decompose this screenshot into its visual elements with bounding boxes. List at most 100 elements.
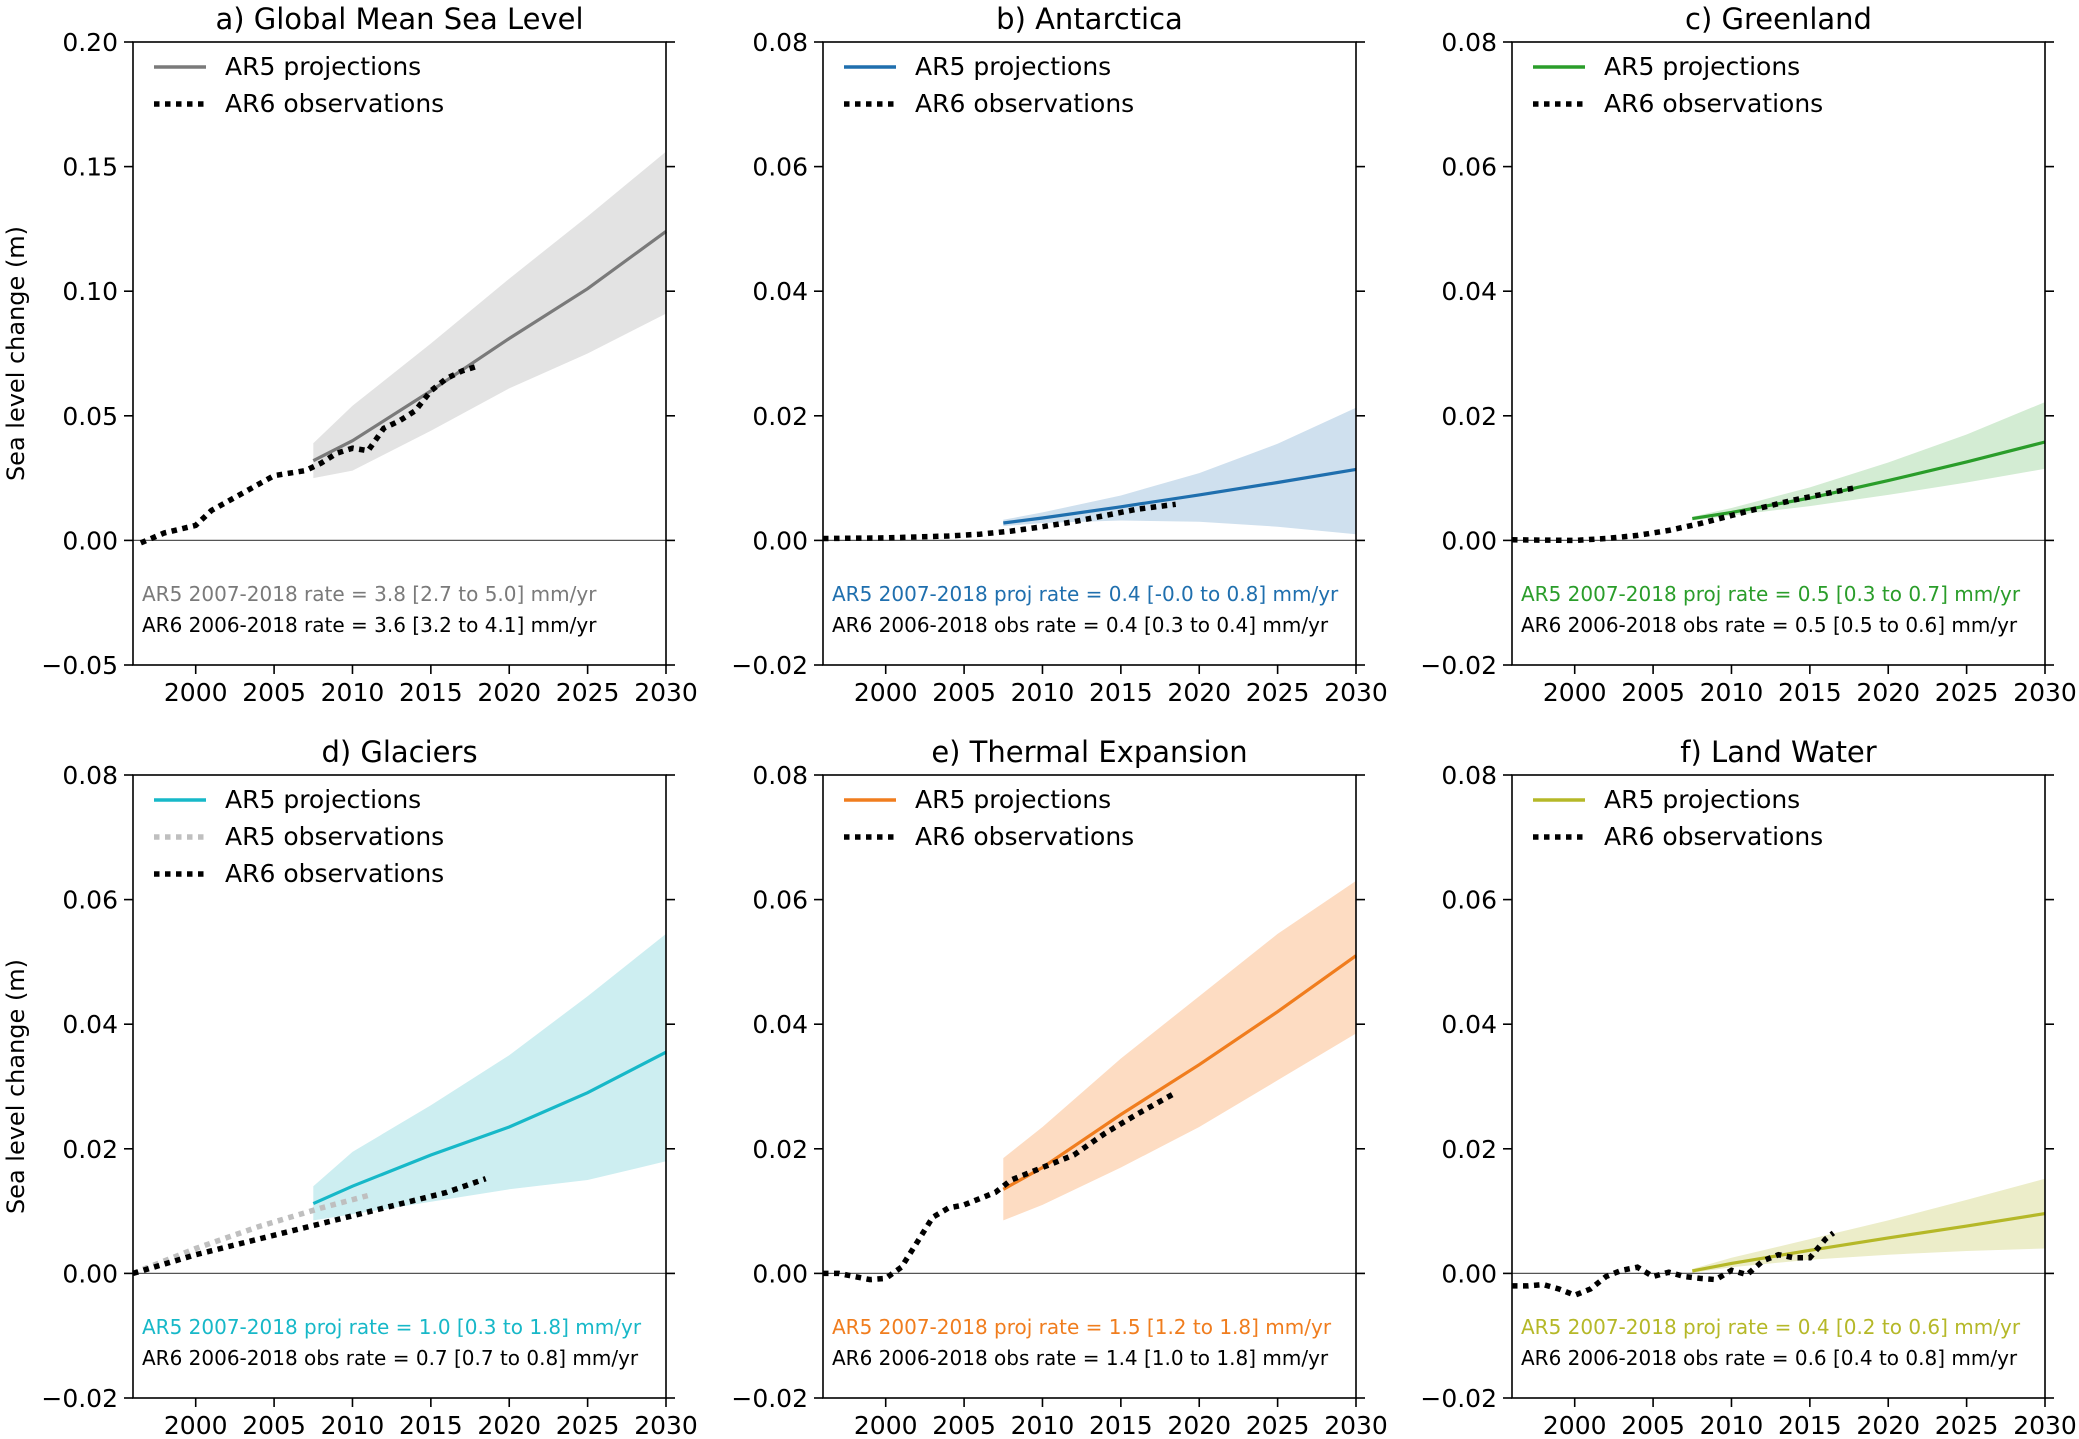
x-tick-label: 2005 <box>1621 1411 1685 1439</box>
x-tick-label: 2020 <box>1167 1411 1231 1439</box>
uncertainty-band <box>1692 1178 2045 1273</box>
x-tick-label: 2015 <box>1089 1411 1153 1439</box>
ar6-observation-line <box>139 363 479 546</box>
panel-title: f) Land Water <box>1680 735 1876 769</box>
x-tick-label: 2015 <box>1778 678 1842 707</box>
ar6-observation-line <box>823 1090 1178 1283</box>
y-tick-label: −0.02 <box>1420 1384 1497 1413</box>
y-tick-label: 0.00 <box>1441 1259 1497 1288</box>
panel-title: a) Global Mean Sea Level <box>215 2 583 36</box>
y-tick-label: 0.06 <box>1441 886 1497 915</box>
y-tick-label: 0.04 <box>1441 1010 1497 1039</box>
rate-annotation: AR5 2007-2018 proj rate = 0.4 [0.2 to 0.… <box>1521 1315 2021 1339</box>
panel-e: −0.02 0.00 0.02 0.04 0.06 0.08 2000 2005 2010 201… <box>731 735 1387 1439</box>
y-tick-label: 0.02 <box>62 1135 118 1164</box>
y-tick-label: −0.02 <box>731 651 808 680</box>
plot-frame <box>132 41 667 666</box>
legend-label: AR6 observations <box>915 89 1134 118</box>
x-tick-label: 2000 <box>854 678 918 707</box>
x-tick-label: 2010 <box>1700 678 1764 707</box>
y-tick-label: 0.06 <box>1441 153 1497 182</box>
ar5-projection-line <box>1691 1212 2046 1273</box>
x-tick-label: 2010 <box>321 1411 385 1439</box>
legend-label: AR5 projections <box>1604 785 1800 814</box>
panel-d: −0.02 0.00 0.02 0.04 0.06 0.08 2000 2005 2010 201… <box>2 735 698 1439</box>
y-tick-label: 0.02 <box>1441 402 1497 431</box>
panel-title: c) Greenland <box>1685 2 1872 36</box>
uncertainty-band <box>1692 402 2045 521</box>
panel-title: d) Glaciers <box>321 735 477 769</box>
ar6-observation-line <box>822 501 1177 542</box>
x-tick-label: 2010 <box>1700 1411 1764 1439</box>
y-tick-label: 0.00 <box>62 526 118 555</box>
x-tick-label: 2020 <box>477 678 541 707</box>
rate-annotation: AR5 2007-2018 proj rate = 1.5 [1.2 to 1.… <box>832 1315 1332 1339</box>
y-tick-label: 0.06 <box>752 886 808 915</box>
x-tick-label: 2000 <box>1543 1411 1607 1439</box>
x-tick-label: 2015 <box>1778 1411 1842 1439</box>
panel-title: e) Thermal Expansion <box>931 735 1247 769</box>
y-tick-label: 0.00 <box>1441 526 1497 555</box>
y-tick-label: 0.02 <box>1441 1135 1497 1164</box>
x-tick-label: 2025 <box>1246 678 1310 707</box>
legend-label: AR6 observations <box>225 89 444 118</box>
y-tick-label: 0.06 <box>62 886 118 915</box>
plot-frame <box>1511 41 2046 666</box>
x-tick-label: 2015 <box>1089 678 1153 707</box>
y-tick-label: 0.08 <box>752 28 808 57</box>
y-tick-label: 0.00 <box>752 526 808 555</box>
x-tick-label: 2015 <box>399 1411 463 1439</box>
uncertainty-band <box>1003 880 1356 1221</box>
ar5-projection-line <box>1003 467 1357 525</box>
rate-annotation: AR5 2007-2018 proj rate = 1.0 [0.3 to 1.… <box>142 1315 642 1339</box>
x-tick-label: 2000 <box>164 1411 228 1439</box>
plot-frame <box>822 774 1357 1399</box>
y-tick-label: 0.08 <box>62 761 118 790</box>
legend-label: AR5 observations <box>225 822 444 851</box>
y-tick-label: 0.05 <box>62 402 118 431</box>
ar5-observation-line <box>131 1192 369 1276</box>
uncertainty-band <box>313 151 666 479</box>
y-tick-label: −0.05 <box>41 651 118 680</box>
x-tick-label: 2020 <box>1167 678 1231 707</box>
y-tick-label: 0.04 <box>752 277 808 306</box>
y-tick-label: 0.15 <box>62 153 118 182</box>
legend-label: AR5 projections <box>915 52 1111 81</box>
rate-annotation: AR5 2007-2018 rate = 3.8 [2.7 to 5.0] mm… <box>142 582 597 606</box>
plot-frame <box>132 774 667 1399</box>
ar6-observation-line <box>1511 484 1858 544</box>
legend-label: AR5 projections <box>915 785 1111 814</box>
y-axis-label: Sea level change (m) <box>2 226 30 481</box>
y-tick-label: 0.06 <box>752 153 808 182</box>
rate-annotation: AR6 2006-2018 rate = 3.6 [3.2 to 4.1] mm… <box>142 613 597 637</box>
legend-label: AR6 observations <box>225 859 444 888</box>
x-tick-label: 2030 <box>1324 1411 1388 1439</box>
y-axis-label: Sea level change (m) <box>2 959 30 1214</box>
y-tick-label: 0.08 <box>1441 761 1497 790</box>
x-tick-label: 2025 <box>1246 1411 1310 1439</box>
uncertainty-band <box>313 933 666 1221</box>
panel-a: −0.05 0.00 0.05 0.10 0.15 0.20 2000 2005 2010 201… <box>2 2 698 707</box>
y-tick-label: −0.02 <box>731 1384 808 1413</box>
ar5-projection-line <box>312 1050 667 1206</box>
y-tick-label: 0.08 <box>1441 28 1497 57</box>
x-tick-label: 2025 <box>1935 678 1999 707</box>
x-tick-label: 2010 <box>1011 1411 1075 1439</box>
y-tick-label: 0.02 <box>752 1135 808 1164</box>
x-tick-label: 2030 <box>2013 1411 2077 1439</box>
rate-annotation: AR5 2007-2018 proj rate = 0.5 [0.3 to 0.… <box>1521 582 2021 606</box>
y-tick-label: 0.00 <box>752 1259 808 1288</box>
x-tick-label: 2000 <box>1543 678 1607 707</box>
x-tick-label: 2005 <box>932 678 996 707</box>
panel-f: −0.02 0.00 0.02 0.04 0.06 0.08 2000 2005 2010 201… <box>1420 735 2076 1439</box>
legend-label: AR5 projections <box>1604 52 1800 81</box>
y-tick-label: 0.10 <box>62 277 118 306</box>
x-tick-label: 2020 <box>1856 1411 1920 1439</box>
rate-annotation: AR6 2006-2018 obs rate = 1.4 [1.0 to 1.8… <box>832 1346 1329 1370</box>
y-tick-label: 0.04 <box>62 1010 118 1039</box>
rate-annotation: AR6 2006-2018 obs rate = 0.4 [0.3 to 0.4… <box>832 613 1329 637</box>
x-tick-label: 2030 <box>634 678 698 707</box>
x-tick-label: 2030 <box>2013 678 2077 707</box>
y-tick-label: 0.02 <box>752 402 808 431</box>
x-tick-label: 2005 <box>932 1411 996 1439</box>
